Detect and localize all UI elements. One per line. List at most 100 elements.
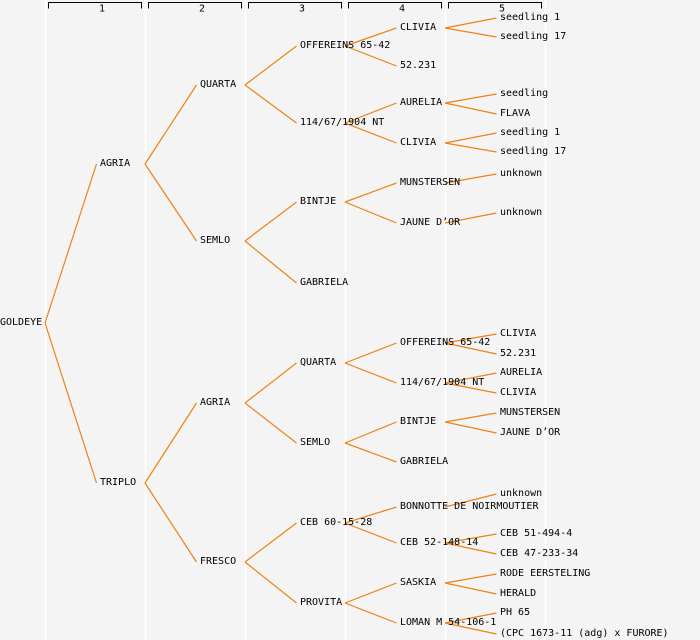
node-bintje[interactable]: BINTJE <box>400 416 437 427</box>
pedigree-edge-line <box>244 561 297 604</box>
pedigree-edge-line <box>244 84 297 124</box>
node-ph-65[interactable]: PH 65 <box>500 607 531 618</box>
pedigree-edge-line <box>444 493 497 508</box>
node-jaune-d-or[interactable]: JAUNE D’OR <box>400 217 461 228</box>
pedigree-edge-line <box>344 27 397 47</box>
pedigree-edge-line <box>344 506 397 524</box>
node-semlo[interactable]: SEMLO <box>200 235 231 246</box>
pedigree-edge-line <box>244 201 297 242</box>
node-semlo[interactable]: SEMLO <box>300 437 331 448</box>
pedigree-edge-line <box>244 45 297 86</box>
pedigree-edge-line <box>444 533 497 544</box>
node-bintje[interactable]: BINTJE <box>300 196 337 207</box>
pedigree-edge-line <box>344 602 397 624</box>
node-52-231[interactable]: 52.231 <box>500 348 537 359</box>
pedigree-edge-line <box>444 93 497 104</box>
node-aurelia[interactable]: AURELIA <box>400 97 443 108</box>
node-seedling-1[interactable]: seedling 1 <box>500 127 561 138</box>
node-offereins-65-42[interactable]: OFFEREINS 65-42 <box>300 40 391 51</box>
node-loman-m-54-106-1[interactable]: LOMAN M 54-106-1 <box>400 617 497 628</box>
pedigree-edge-line <box>444 573 497 584</box>
pedigree-edge-line <box>344 122 397 144</box>
node-ceb-60-15-28[interactable]: CEB 60-15-28 <box>300 517 373 528</box>
node-rode-eersteling[interactable]: RODE EERSTELING <box>500 568 591 579</box>
node-offereins-65-42[interactable]: OFFEREINS 65-42 <box>400 337 491 348</box>
node-goldeye[interactable]: GOLDEYE <box>0 317 43 328</box>
pedigree-edge-line <box>344 45 397 67</box>
pedigree-edge-line <box>444 412 497 423</box>
pedigree-edge-line <box>444 333 497 344</box>
pedigree-edge-line <box>344 201 397 224</box>
node-unknown[interactable]: unknown <box>500 207 543 218</box>
node-seedling[interactable]: seedling <box>500 88 549 99</box>
column-number: 4 <box>399 4 405 15</box>
node-herald[interactable]: HERALD <box>500 588 537 599</box>
node-ceb-52-148-14[interactable]: CEB 52-148-14 <box>400 537 479 548</box>
column-number: 1 <box>99 4 105 15</box>
pedigree-edge-line <box>444 582 497 595</box>
node-triplo[interactable]: TRIPLO <box>100 477 137 488</box>
node-seedling-17[interactable]: seedling 17 <box>500 31 567 42</box>
node-provita[interactable]: PROVITA <box>300 597 343 608</box>
node-114-67-1904-nt[interactable]: 114/67/1904 NT <box>400 377 485 388</box>
pedigree-edge-line <box>444 382 497 394</box>
pedigree-edge-line <box>244 362 297 404</box>
column-number: 5 <box>499 4 505 15</box>
node-aurelia[interactable]: AURELIA <box>500 367 543 378</box>
node-quarta[interactable]: QUARTA <box>300 357 337 368</box>
column-number: 3 <box>299 4 305 15</box>
node-agria[interactable]: AGRIA <box>200 397 231 408</box>
pedigree-edge-line <box>344 522 397 544</box>
node-clivia[interactable]: CLIVIA <box>500 387 537 398</box>
node-unknown[interactable]: unknown <box>500 488 543 499</box>
pedigree-edge-line <box>444 542 497 555</box>
node-114-67-1904-nt[interactable]: 114/67/1904 NT <box>300 117 385 128</box>
node-gabriela[interactable]: GABRIELA <box>400 456 449 467</box>
column-bracket <box>148 2 242 9</box>
node-agria[interactable]: AGRIA <box>100 158 131 169</box>
column-bracket <box>248 2 342 9</box>
pedigree-edge-line <box>44 163 98 324</box>
column-bracket <box>448 2 542 9</box>
node-ceb-51-494-4[interactable]: CEB 51-494-4 <box>500 528 573 539</box>
column-bracket <box>48 2 142 9</box>
pedigree-edge-line <box>444 132 497 144</box>
column-bracket <box>348 2 442 9</box>
pedigree-edge-line <box>44 322 98 484</box>
pedigree-edge-line <box>444 27 497 38</box>
pedigree-edge-line <box>244 402 297 444</box>
node-quarta[interactable]: QUARTA <box>200 79 237 90</box>
pedigree-edge-line <box>444 622 497 635</box>
node-gabriela[interactable]: GABRIELA <box>300 277 349 288</box>
node-52-231[interactable]: 52.231 <box>400 60 437 71</box>
node-clivia[interactable]: CLIVIA <box>400 22 437 33</box>
node-clivia[interactable]: CLIVIA <box>400 137 437 148</box>
pedigree-edge-line <box>144 402 198 484</box>
node-seedling-1[interactable]: seedling 1 <box>500 12 561 23</box>
node-munstersen[interactable]: MUNSTERSEN <box>400 177 461 188</box>
node-bonnotte-de-noirmoutier[interactable]: BONNOTTE DE NOIRMOUTIER <box>400 501 539 512</box>
pedigree-edge-line <box>344 582 397 604</box>
pedigree-edge-line <box>144 482 198 563</box>
node-ceb-47-233-34[interactable]: CEB 47-233-34 <box>500 548 579 559</box>
node-jaune-d-or[interactable]: JAUNE D’OR <box>500 427 561 438</box>
node-fresco[interactable]: FRESCO <box>200 556 237 567</box>
node-clivia[interactable]: CLIVIA <box>500 328 537 339</box>
node-unknown[interactable]: unknown <box>500 168 543 179</box>
pedigree-edge-line <box>344 182 397 203</box>
pedigree-edge-line <box>144 84 198 165</box>
pedigree-edge-line <box>444 342 497 355</box>
node-saskia[interactable]: SASKIA <box>400 577 437 588</box>
pedigree-edge-line <box>444 102 497 115</box>
column-number: 2 <box>199 4 205 15</box>
node-cpc-1673-11-adg-x-furore[interactable]: (CPC 1673-11 (adg) x FURORE) <box>500 628 669 639</box>
node-flava[interactable]: FLAVA <box>500 108 531 119</box>
node-seedling-17[interactable]: seedling 17 <box>500 146 567 157</box>
pedigree-edge-line <box>444 142 497 153</box>
node-munstersen[interactable]: MUNSTERSEN <box>500 407 561 418</box>
pedigree-edge-line <box>144 163 197 242</box>
pedigree-edge-line <box>444 212 497 224</box>
